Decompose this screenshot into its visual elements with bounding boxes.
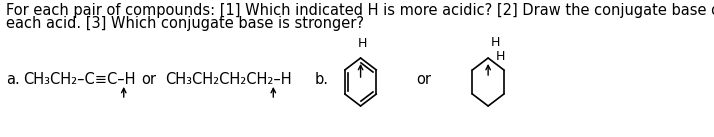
Text: H: H (496, 51, 505, 64)
Text: or: or (141, 72, 156, 87)
Text: CH₃CH₂–C≡C–H: CH₃CH₂–C≡C–H (23, 72, 135, 87)
Text: b.: b. (315, 72, 329, 87)
Text: or: or (416, 72, 431, 87)
Text: CH₃CH₂CH₂CH₂–H: CH₃CH₂CH₂CH₂–H (166, 72, 292, 87)
Text: H: H (491, 36, 501, 49)
Text: each acid. [3] Which conjugate base is stronger?: each acid. [3] Which conjugate base is s… (6, 16, 364, 31)
Text: For each pair of compounds: [1] Which indicated H is more acidic? [2] Draw the c: For each pair of compounds: [1] Which in… (6, 3, 714, 18)
Text: H: H (358, 37, 367, 50)
Text: a.: a. (6, 72, 20, 87)
